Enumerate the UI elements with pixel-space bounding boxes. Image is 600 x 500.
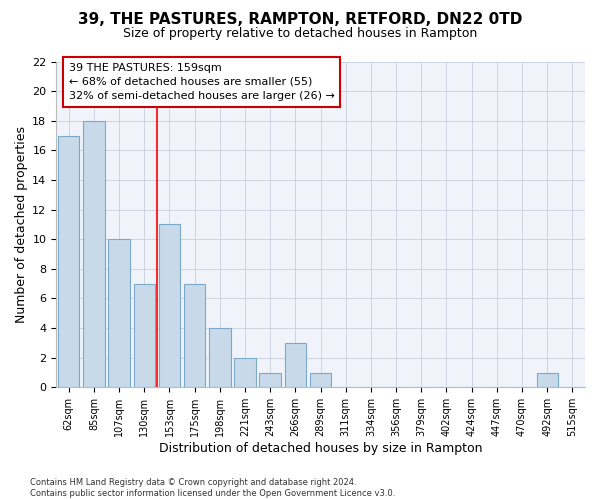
Bar [184, 284, 205, 388]
Bar [310, 372, 331, 388]
Bar [235, 358, 256, 388]
Bar [134, 284, 155, 388]
Bar [284, 343, 306, 388]
X-axis label: Distribution of detached houses by size in Rampton: Distribution of detached houses by size … [159, 442, 482, 455]
Bar [536, 372, 558, 388]
Bar [209, 328, 230, 388]
Bar [159, 224, 180, 388]
Bar [58, 136, 79, 388]
Text: Size of property relative to detached houses in Rampton: Size of property relative to detached ho… [123, 28, 477, 40]
Text: 39, THE PASTURES, RAMPTON, RETFORD, DN22 0TD: 39, THE PASTURES, RAMPTON, RETFORD, DN22… [78, 12, 522, 28]
Bar [109, 239, 130, 388]
Text: Contains HM Land Registry data © Crown copyright and database right 2024.
Contai: Contains HM Land Registry data © Crown c… [30, 478, 395, 498]
Y-axis label: Number of detached properties: Number of detached properties [15, 126, 28, 323]
Bar [83, 120, 104, 388]
Bar [259, 372, 281, 388]
Text: 39 THE PASTURES: 159sqm
← 68% of detached houses are smaller (55)
32% of semi-de: 39 THE PASTURES: 159sqm ← 68% of detache… [69, 63, 335, 101]
